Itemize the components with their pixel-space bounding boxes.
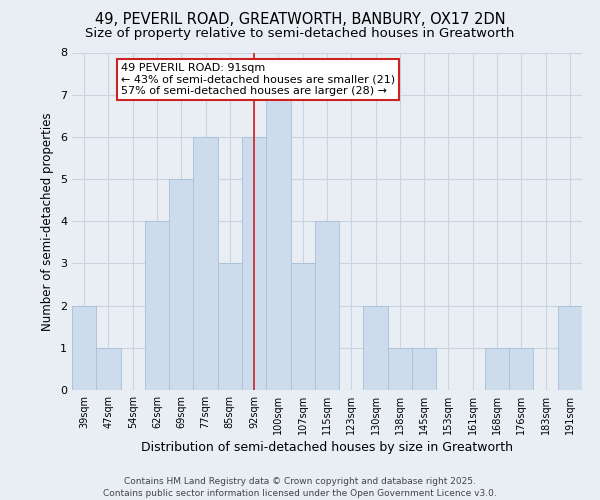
Text: 49, PEVERIL ROAD, GREATWORTH, BANBURY, OX17 2DN: 49, PEVERIL ROAD, GREATWORTH, BANBURY, O… — [95, 12, 505, 28]
Bar — [412, 348, 436, 390]
Bar — [509, 348, 533, 390]
Bar — [388, 348, 412, 390]
X-axis label: Distribution of semi-detached houses by size in Greatworth: Distribution of semi-detached houses by … — [141, 441, 513, 454]
Bar — [72, 306, 96, 390]
Bar — [290, 264, 315, 390]
Bar — [485, 348, 509, 390]
Bar — [558, 306, 582, 390]
Bar — [266, 94, 290, 390]
Bar — [364, 306, 388, 390]
Bar — [193, 137, 218, 390]
Bar — [242, 137, 266, 390]
Bar — [96, 348, 121, 390]
Bar — [218, 264, 242, 390]
Bar — [315, 221, 339, 390]
Text: 49 PEVERIL ROAD: 91sqm
← 43% of semi-detached houses are smaller (21)
57% of sem: 49 PEVERIL ROAD: 91sqm ← 43% of semi-det… — [121, 63, 395, 96]
Text: Contains HM Land Registry data © Crown copyright and database right 2025.
Contai: Contains HM Land Registry data © Crown c… — [103, 476, 497, 498]
Bar — [145, 221, 169, 390]
Text: Size of property relative to semi-detached houses in Greatworth: Size of property relative to semi-detach… — [85, 28, 515, 40]
Y-axis label: Number of semi-detached properties: Number of semi-detached properties — [41, 112, 55, 330]
Bar — [169, 179, 193, 390]
